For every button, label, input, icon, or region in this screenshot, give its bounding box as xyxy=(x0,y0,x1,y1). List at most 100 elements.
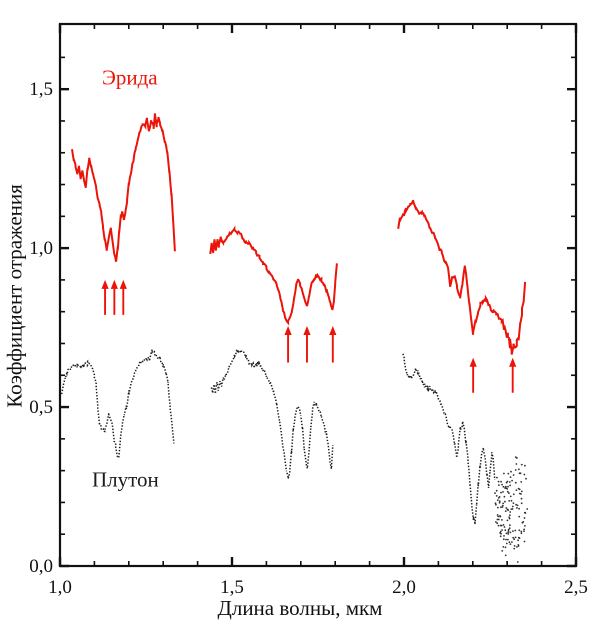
pluto-scatter-point xyxy=(500,491,502,494)
absorption-band-arrow-head xyxy=(284,325,292,335)
pluto-scatter-point xyxy=(506,519,509,522)
pluto-scatter-point xyxy=(520,530,523,533)
pluto-scatter-point xyxy=(497,524,500,527)
pluto-scatter-point xyxy=(499,515,501,517)
x-tick-label: 1,0 xyxy=(48,577,72,598)
pluto-spectrum-segment-3 xyxy=(402,353,496,525)
pluto-scatter-point xyxy=(523,540,526,543)
pluto-scatter-point xyxy=(518,529,521,532)
pluto-scatter-point xyxy=(505,507,508,509)
pluto-scatter-point xyxy=(512,536,515,539)
pluto-scatter-point xyxy=(513,545,516,547)
pluto-scatter-point xyxy=(500,524,503,527)
pluto-scatter-point xyxy=(520,481,523,483)
pluto-scatter-point xyxy=(518,515,521,518)
pluto-scatter-point xyxy=(501,529,503,531)
absorption-band-arrow-head xyxy=(469,357,477,367)
pluto-scatter-point xyxy=(498,500,501,503)
pluto-scatter-point xyxy=(514,529,517,532)
pluto-scatter-point xyxy=(516,504,519,507)
pluto-scatter-point xyxy=(501,519,503,521)
pluto-scatter-point xyxy=(504,500,506,503)
pluto-scatter-point xyxy=(524,464,526,467)
pluto-scatter-point xyxy=(495,489,498,492)
absorption-band-arrow-head xyxy=(509,357,517,367)
pluto-scatter-point xyxy=(507,533,510,535)
pluto-scatter-point xyxy=(519,472,522,475)
pluto-scatter-point xyxy=(512,493,515,496)
pluto-scatter-point xyxy=(506,488,509,490)
y-tick-label: 0,5 xyxy=(29,397,53,418)
pluto-series-label: Плутон xyxy=(91,467,159,492)
pluto-scatter-point xyxy=(518,507,520,510)
pluto-scatter-point xyxy=(524,525,526,527)
pluto-scatter-point xyxy=(515,503,517,506)
plot-frame xyxy=(58,22,578,568)
absorption-band-arrow-head xyxy=(119,279,127,289)
pluto-scatter-point xyxy=(504,487,506,489)
pluto-scatter-point xyxy=(504,510,507,512)
pluto-scatter-point xyxy=(503,535,505,537)
pluto-scatter-point xyxy=(526,508,529,510)
pluto-scatter-point xyxy=(507,472,510,475)
pluto-scatter-point xyxy=(518,468,520,471)
pluto-scatter-point xyxy=(504,485,507,488)
pluto-scatter-point xyxy=(510,499,513,502)
pluto-scatter-point xyxy=(523,517,526,519)
pluto-spectrum-segment-1 xyxy=(60,349,175,458)
absorption-band-arrow-head xyxy=(101,279,109,289)
pluto-scatter-point xyxy=(505,532,508,535)
y-axis-title: Коэффициент отражения xyxy=(2,184,27,408)
pluto-scatter-point xyxy=(517,539,519,542)
pluto-scatter-point xyxy=(523,528,525,531)
pluto-scatter-point xyxy=(498,501,501,504)
pluto-scatter-point xyxy=(525,477,527,480)
pluto-scatter-point xyxy=(511,508,514,510)
pluto-scatter-point xyxy=(496,522,499,525)
pluto-scatter-point xyxy=(520,532,523,535)
x-axis-title: Длина волны, мкм xyxy=(217,596,383,620)
pluto-scatter-point xyxy=(504,529,507,532)
pluto-scatter-point xyxy=(497,515,500,518)
pluto-scatter-point xyxy=(496,499,499,501)
pluto-scatter-point xyxy=(503,472,505,475)
pluto-scatter-point xyxy=(494,502,497,505)
pluto-scatter-point xyxy=(509,524,511,527)
absorption-band-arrow-head xyxy=(329,325,337,335)
pluto-scatter-point xyxy=(514,536,517,539)
pluto-scatter-point xyxy=(501,504,504,507)
pluto-scatter-point xyxy=(502,538,505,541)
pluto-scatter-point xyxy=(504,554,507,557)
pluto-scatter-point xyxy=(511,541,513,543)
pluto-scatter-point xyxy=(507,485,509,488)
pluto-scatter-point xyxy=(520,493,522,495)
pluto-scatter-point xyxy=(497,480,500,483)
pluto-scatter-point xyxy=(494,492,496,494)
pluto-scatter-point xyxy=(509,531,512,534)
y-tick-label: 1,5 xyxy=(29,79,53,100)
pluto-scatter-point xyxy=(520,490,523,493)
pluto-scatter-point xyxy=(523,473,526,476)
pluto-scatter-point xyxy=(514,481,517,484)
pluto-scatter-point xyxy=(508,481,511,483)
pluto-scatter-point xyxy=(502,524,505,526)
pluto-scatter-point xyxy=(502,491,504,493)
pluto-scatter-point xyxy=(506,561,508,563)
pluto-scatter-point xyxy=(520,497,523,500)
pluto-scatter-point xyxy=(508,492,510,494)
pluto-scatter-point xyxy=(516,507,518,509)
pluto-scatter-point xyxy=(515,463,518,465)
pluto-scatter-point xyxy=(506,490,509,493)
pluto-scatter-point xyxy=(499,535,502,538)
pluto-scatter-point xyxy=(512,502,515,504)
pluto-scatter-point xyxy=(524,512,527,514)
pluto-spectrum-segment-2 xyxy=(210,349,334,479)
pluto-scatter-point xyxy=(520,502,523,505)
pluto-scatter-point xyxy=(495,521,497,523)
pluto-scatter-point xyxy=(518,488,521,491)
pluto-scatter-point xyxy=(516,561,519,563)
pluto-scatter-point xyxy=(512,530,514,532)
pluto-scatter-point xyxy=(518,537,521,539)
